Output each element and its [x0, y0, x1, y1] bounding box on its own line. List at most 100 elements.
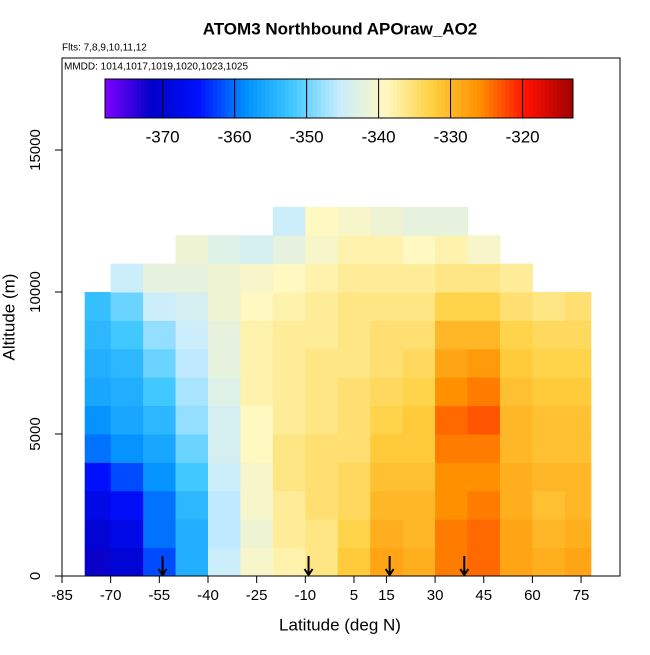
heat-cell	[337, 377, 371, 407]
colorbar-swatch	[521, 79, 526, 118]
heat-cell	[467, 462, 501, 492]
colorbar-swatch	[245, 79, 250, 118]
colorbar-swatch	[529, 79, 534, 118]
heat-cell	[564, 292, 592, 321]
heat-cell	[532, 519, 566, 549]
colorbar-swatch	[557, 79, 562, 118]
heat-cell	[240, 462, 274, 492]
colorbar-swatch	[161, 79, 166, 118]
x-tick-label: -70	[100, 587, 122, 604]
heat-cell	[207, 292, 241, 321]
heat-cell	[564, 348, 592, 378]
heat-cell	[370, 320, 404, 350]
heat-cell	[84, 377, 112, 407]
colorbar-swatch	[145, 79, 150, 118]
heat-cell	[143, 434, 177, 463]
heat-cell	[467, 348, 501, 378]
colorbar-swatch	[445, 79, 450, 118]
colorbar-swatch	[361, 79, 366, 118]
heat-cell	[467, 405, 501, 435]
heat-cell	[207, 377, 241, 407]
heat-cell	[175, 292, 209, 321]
heat-cell	[143, 263, 177, 293]
heat-cell	[175, 263, 209, 293]
heat-cell	[305, 377, 339, 407]
heat-cell	[402, 320, 436, 350]
heat-cell	[435, 377, 469, 407]
heat-cell	[143, 377, 177, 407]
colorbar-swatch	[149, 79, 154, 118]
colorbar-swatch	[185, 79, 190, 118]
heat-cell	[84, 490, 112, 520]
colorbar-swatch	[205, 79, 210, 118]
heat-cell	[467, 519, 501, 549]
heat-cell	[337, 405, 371, 435]
heat-cell	[402, 263, 436, 293]
colorbar-swatch	[549, 79, 554, 118]
heat-cell	[110, 348, 144, 378]
heat-cell	[272, 377, 306, 407]
colorbar-tick-label: -360	[218, 127, 252, 146]
colorbar-swatch	[225, 79, 230, 118]
colorbar-swatch	[349, 79, 354, 118]
colorbar-swatch	[369, 79, 374, 118]
colorbar-swatch	[509, 79, 514, 118]
heat-cell	[337, 320, 371, 350]
colorbar-swatch	[393, 79, 398, 118]
heat-cell	[240, 547, 274, 577]
colorbar-swatch	[497, 79, 502, 118]
colorbar-swatch	[465, 79, 470, 118]
heat-cell	[272, 206, 306, 236]
y-tick-label: 15000	[27, 129, 44, 171]
colorbar-swatch	[281, 79, 286, 118]
x-tick-label: -85	[51, 587, 73, 604]
heat-cell	[143, 320, 177, 350]
heat-cell	[337, 462, 371, 492]
heat-cell	[207, 490, 241, 520]
colorbar-tick-label: -320	[506, 127, 540, 146]
heat-cell	[175, 320, 209, 350]
heat-cell	[84, 519, 112, 549]
x-tick-label: 30	[427, 587, 444, 604]
heat-cell	[110, 490, 144, 520]
x-axis-label: Latitude (deg N)	[279, 615, 401, 634]
colorbar-frame	[104, 78, 574, 119]
heat-cell	[370, 292, 404, 321]
heat-cell	[305, 434, 339, 463]
heat-cell	[337, 263, 371, 293]
colorbar-swatch	[193, 79, 198, 118]
colorbar-swatch	[553, 79, 558, 118]
heat-cell	[272, 547, 306, 577]
heat-cell	[143, 462, 177, 492]
heat-cell	[207, 519, 241, 549]
heat-cell	[499, 462, 533, 492]
heat-cell	[240, 490, 274, 520]
colorbar-swatch	[261, 79, 266, 118]
colorbar-swatch	[469, 79, 474, 118]
y-tick-label: 0	[27, 572, 44, 580]
heat-cell	[240, 320, 274, 350]
colorbar-swatch	[401, 79, 406, 118]
heat-cell	[564, 434, 592, 463]
flights-note: Flts: 7,8,9,10,11,12	[62, 43, 147, 54]
heat-cell	[467, 547, 501, 577]
x-tick-label: -55	[148, 587, 170, 604]
colorbar-swatch	[257, 79, 262, 118]
dates-note: MMDD: 1014,1017,1019,1020,1023,1025	[64, 62, 248, 73]
colorbar-swatch	[237, 79, 242, 118]
colorbar-swatch	[177, 79, 182, 118]
heat-cell	[143, 519, 177, 549]
heat-cell	[84, 405, 112, 435]
colorbar-swatch	[329, 79, 334, 118]
colorbar-swatch	[489, 79, 494, 118]
heat-cell	[402, 434, 436, 463]
colorbar-swatch	[485, 79, 490, 118]
heat-cell	[272, 462, 306, 492]
heat-cell	[207, 462, 241, 492]
heat-cell	[532, 462, 566, 492]
heat-cell	[435, 434, 469, 463]
colorbar-swatch	[413, 79, 418, 118]
heat-cell	[467, 292, 501, 321]
x-tick-label: 45	[475, 587, 492, 604]
